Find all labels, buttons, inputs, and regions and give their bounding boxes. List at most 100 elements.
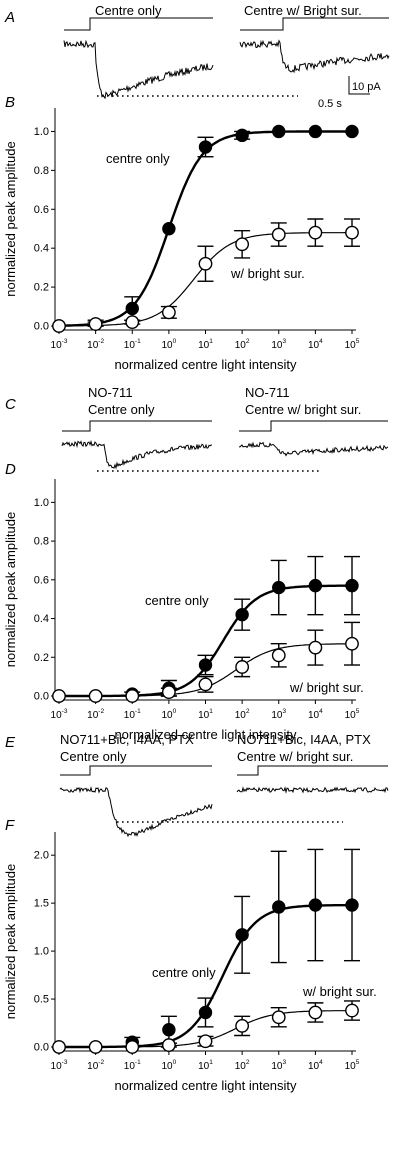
x-tick-label: 10-2: [87, 1059, 104, 1072]
panel-a-left-label-1: Centre only: [95, 3, 162, 18]
series-label-bright-surround: w/ bright sur.: [302, 984, 377, 999]
panel-e-right-label-2: Centre w/ bright sur.: [237, 749, 353, 764]
data-point-centre-only: [235, 607, 249, 622]
scale-bar-x-label: 0.5 s: [318, 98, 342, 110]
data-point-centre-only: [272, 900, 286, 914]
panel-c-left-stimulus: [62, 420, 212, 432]
x-axis-label: normalized centre light intensity: [114, 357, 297, 372]
data-point-centre-only: [198, 658, 213, 672]
x-tick-label: 103: [271, 1059, 286, 1072]
data-point-bright-surround: [88, 689, 103, 703]
x-tick-label: 103: [271, 338, 286, 351]
data-point-centre-only: [272, 580, 286, 595]
panel-e-left-trace: [59, 786, 213, 838]
data-point-centre-only: [272, 124, 286, 139]
data-point-centre-only: [235, 928, 249, 942]
series-label-centre-only: centre only: [145, 593, 209, 608]
x-tick-label: 104: [308, 338, 323, 351]
data-point-bright-surround: [235, 1019, 250, 1033]
panel-a-right-label-1: Centre w/ Bright sur.: [244, 3, 362, 18]
data-point-bright-surround: [308, 1005, 323, 1020]
data-point-centre-only: [308, 898, 323, 912]
panel-f-letter: F: [5, 817, 15, 834]
x-tick-label: 100: [162, 708, 177, 721]
x-tick-label: 10-1: [124, 708, 141, 721]
series-label-bright-surround: w/ bright sur.: [230, 266, 305, 281]
data-point-bright-surround: [308, 225, 323, 240]
data-point-centre-only: [198, 140, 213, 154]
data-point-centre-only: [235, 128, 249, 143]
x-tick-label: 103: [271, 708, 286, 721]
panel-c-letter: C: [5, 396, 16, 413]
panel-e-right-label-1: NO711+Bic, I4AA, PTX: [237, 732, 371, 747]
panel-c-right-label-2: Centre w/ bright sur.: [245, 402, 361, 417]
y-tick-label: 0.8: [34, 536, 49, 548]
panel-e-left-stimulus: [60, 765, 212, 776]
x-tick-label: 10-2: [87, 708, 104, 721]
x-tick-label: 10-3: [51, 708, 68, 721]
data-point-bright-surround: [88, 1040, 103, 1054]
y-tick-label: 1.0: [34, 946, 49, 958]
x-tick-label: 101: [198, 708, 213, 721]
data-point-bright-surround: [125, 1040, 140, 1054]
scale-bar-y-label: 10 pA: [352, 81, 381, 93]
y-tick-label: 1.0: [34, 126, 49, 138]
y-axis-label: normalized peak amplitude: [3, 512, 18, 667]
panel-e-left-label-2: Centre only: [60, 749, 127, 764]
data-point-bright-surround: [345, 636, 359, 651]
data-point-centre-only: [162, 222, 176, 236]
data-point-bright-surround: [198, 677, 213, 692]
data-point-bright-surround: [308, 640, 323, 655]
panel-c-right-label-1: NO-711: [245, 385, 290, 400]
fit-curve-centre: [59, 130, 352, 327]
panel-a-letter: A: [4, 9, 15, 26]
panel-c-right-stimulus: [239, 420, 388, 432]
x-tick-label: 10-3: [51, 1059, 68, 1072]
panel-b-letter: B: [5, 94, 15, 111]
panel-a-traces: Centre only Centre w/ Bright sur. 10 pA …: [63, 3, 390, 110]
x-tick-label: 102: [235, 708, 250, 721]
x-tick-label: 100: [162, 1059, 177, 1072]
data-point-bright-surround: [345, 1003, 359, 1018]
x-axis-label: normalized centre light intensity: [114, 727, 297, 742]
panel-c-traces: NO-711 Centre only NO-711 Centre w/ brig…: [61, 385, 389, 472]
data-point-bright-surround: [88, 317, 103, 331]
panel-c-left-trace: [61, 439, 213, 470]
panel-e-traces: NO711+Bic, I4AA, PTX Centre only NO711+B…: [59, 732, 389, 838]
y-tick-label: 1.0: [34, 497, 49, 509]
panel-d-plot: 0.0 0.2 0.4 0.6 0.8 1.0 10-3 10-2 10-1 100 101 102 1…: [3, 479, 364, 742]
y-tick-label: 0.4: [34, 613, 49, 625]
data-point-bright-surround: [271, 648, 286, 663]
x-tick-label: 105: [345, 1059, 360, 1072]
x-tick-label: 102: [235, 338, 250, 351]
panel-e-letter: E: [5, 734, 16, 751]
panel-e-right-stimulus: [237, 765, 388, 776]
x-axis-label: normalized centre light intensity: [114, 1078, 297, 1093]
data-point-bright-surround: [125, 315, 140, 330]
data-point-bright-surround: [198, 1034, 213, 1049]
data-point-centre-only: [345, 898, 359, 912]
x-tick-label: 10-1: [124, 338, 141, 351]
y-tick-label: 2.0: [34, 850, 49, 862]
x-tick-label: 101: [198, 338, 213, 351]
y-tick-label: 0.0: [34, 321, 49, 333]
y-tick-label: 0.6: [34, 204, 49, 216]
x-tick-label: 105: [345, 708, 360, 721]
panel-f-plot: 0.0 0.5 1.0 1.5 2.0 10-3 10-2 10-1 100 101 102 103 1…: [3, 832, 377, 1093]
panel-c-left-label-2: Centre only: [88, 402, 155, 417]
data-point-bright-surround: [271, 1010, 286, 1025]
panel-a-left-trace: [63, 39, 214, 100]
data-point-bright-surround: [235, 237, 250, 252]
data-point-bright-surround: [161, 305, 176, 320]
panel-a-right-trace: [239, 39, 390, 74]
data-point-bright-surround: [235, 660, 250, 674]
data-point-bright-surround: [52, 689, 66, 703]
panel-b-plot: 0.0 0.2 0.4 0.6 0.8 1.0 10-3 10-2 10-1 100 101 102 1…: [3, 108, 360, 372]
data-point-centre-only: [345, 124, 359, 139]
y-tick-label: 0.0: [34, 691, 49, 703]
data-point-centre-only: [308, 578, 323, 593]
scale-bar: [348, 76, 370, 95]
panel-e-left-label-1: NO711+Bic, I4AA, PTX: [60, 732, 194, 747]
y-axis-label: normalized peak amplitude: [3, 864, 18, 1019]
